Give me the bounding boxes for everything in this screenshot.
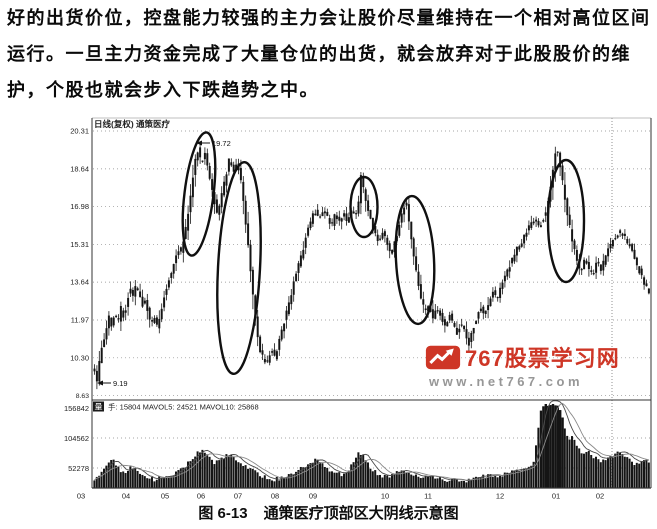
low-price-label: 9.19 <box>113 379 128 388</box>
figure-title: 通策医疗顶部区大阴线示意图 <box>263 505 459 522</box>
x-axis-month-label: 09 <box>309 492 317 501</box>
annotation-ellipse <box>546 158 586 284</box>
paragraph-line: 护，个股也就会步入下跌趋势之中。 <box>7 80 319 100</box>
volume-values-label: 手: 15804 MAVOL5: 24521 MAVOL10: 25868 <box>108 402 259 412</box>
x-axis-month-label: 03 <box>77 492 85 501</box>
watermark-site-name: 767股票学习网 <box>465 346 620 371</box>
annotation-ellipse <box>349 175 379 239</box>
price-axis-label: 8.63 <box>76 393 89 400</box>
volume-axis-label: 52278 <box>68 464 89 473</box>
volume-axis-label: 156842 <box>64 404 89 413</box>
price-axis-label: 20.31 <box>70 127 89 136</box>
price-axis-label: 16.98 <box>70 202 89 211</box>
x-axis-month-label: 05 <box>161 492 169 501</box>
volume-header: 量 手: 15804 MAVOL5: 24521 MAVOL10: 25868 <box>93 401 259 412</box>
annotation-ellipse <box>181 131 217 257</box>
x-axis-month-label: 07 <box>234 492 242 501</box>
annotation-ellipse <box>394 194 436 326</box>
price-axis-label: 18.64 <box>70 164 89 173</box>
annotation-ellipse <box>216 160 262 376</box>
chart-title: 日线(复权) 通策医疗 <box>94 119 171 129</box>
peak-price-marker: 19.72 <box>196 139 231 148</box>
watermark-logo-icon <box>425 345 461 369</box>
low-price-marker: 9.19 <box>97 379 128 388</box>
x-axis-month-label: 12 <box>496 492 504 501</box>
price-axis-label: 10.30 <box>70 353 89 362</box>
x-axis-month-label: 08 <box>271 492 279 501</box>
volume-chip-label: 量 <box>95 403 103 412</box>
x-axis-month-label: 10 <box>381 492 389 501</box>
figure-number: 图 6-13 <box>198 505 248 522</box>
x-axis-month-label: 11 <box>424 492 432 501</box>
price-axis-label: 15.31 <box>70 240 89 249</box>
paragraph-line: 好的出货价位，控盘能力较强的主力会让股价尽量维持在一个相对高位区间 <box>7 8 651 28</box>
price-axis-label: 11.97 <box>71 315 89 324</box>
x-axis-month-label: 06 <box>197 492 205 501</box>
paragraph-line: 运行。一旦主力资金完成了大量仓位的出货，就会放弃对于此股股价的维 <box>7 44 631 64</box>
watermark-url: www.net767.com <box>429 374 583 389</box>
peak-price-label: 19.72 <box>212 139 231 148</box>
x-axis-month-label: 04 <box>122 492 130 501</box>
figure-caption: 图 6-13 通策医疗顶部区大阴线示意图 <box>0 502 657 523</box>
volume-axis-label: 104562 <box>64 434 89 443</box>
x-axis-month-label: 02 <box>596 492 604 501</box>
x-axis-month-label: 01 <box>552 492 560 501</box>
price-axis-label: 13.64 <box>70 278 89 287</box>
watermark: 767股票学习网 www.net767.com <box>424 341 639 389</box>
